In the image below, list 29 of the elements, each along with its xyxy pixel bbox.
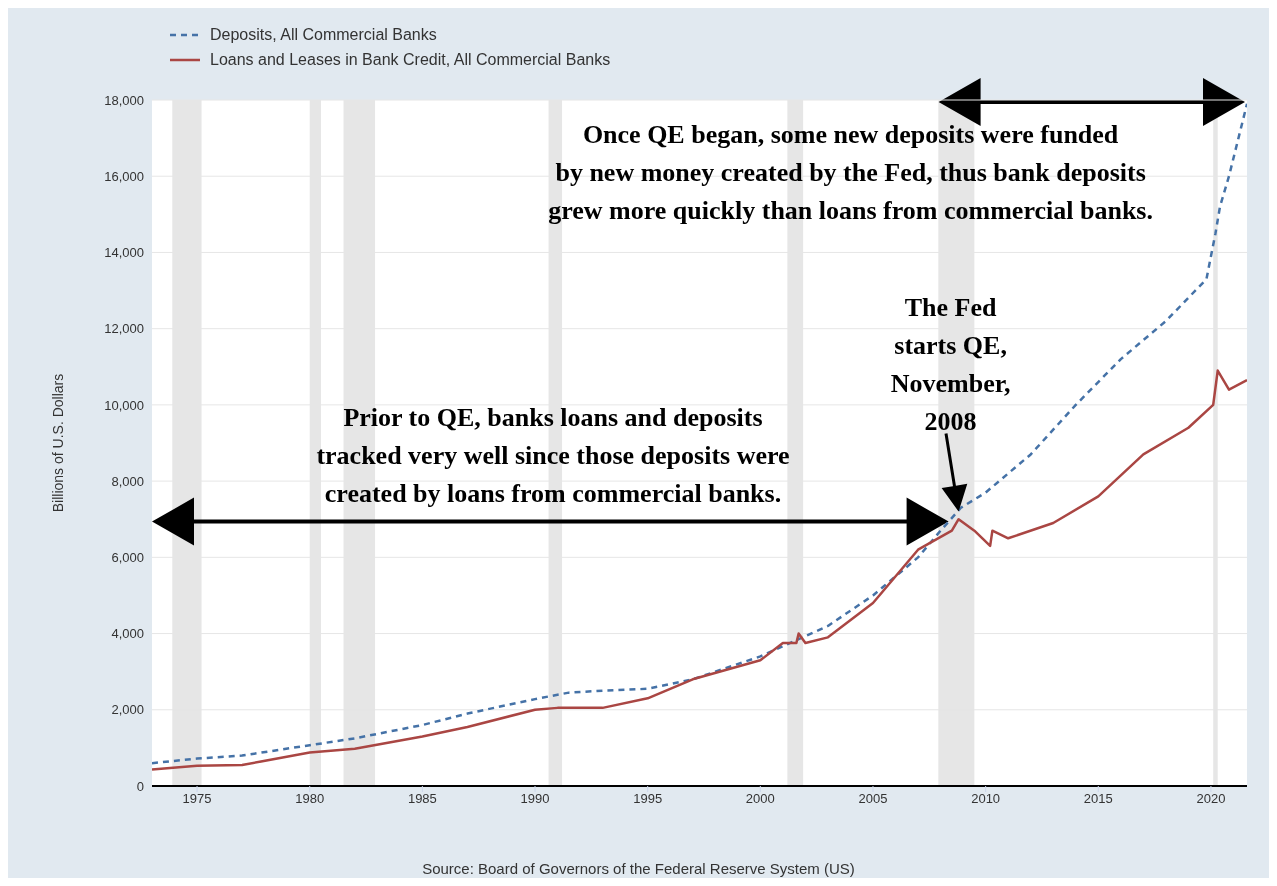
x-tick-label: 1990 bbox=[520, 791, 550, 807]
y-tick-label: 18,000 bbox=[104, 92, 144, 108]
x-tick-label: 1985 bbox=[407, 791, 437, 807]
line-series bbox=[152, 369, 1247, 771]
x-tick-label: 2020 bbox=[1196, 791, 1226, 807]
y-tick-label: 10,000 bbox=[104, 397, 144, 413]
source-note: Source: Board of Governors of the Federal Reserve System (US) bbox=[422, 860, 855, 877]
y-tick-label: 4,000 bbox=[111, 626, 144, 642]
annotation: The Fed starts QE, November, 2008 bbox=[890, 292, 1011, 436]
annotation: Once QE began, some new deposits were funded by new money created by the Fed, thus bank deposits grew more quickly than loans from commercial banks. bbox=[548, 120, 1153, 225]
y-tick-label: 16,000 bbox=[104, 168, 144, 184]
y-tick-label: 12,000 bbox=[104, 321, 144, 337]
x-tick-label: 2005 bbox=[858, 791, 888, 807]
legend-label: Loans and Leases in Bank Credit, All Commercial Banks bbox=[210, 50, 611, 69]
line-series bbox=[152, 102, 1247, 765]
y-tick-label: 14,000 bbox=[104, 245, 144, 261]
x-tick-label: 1975 bbox=[182, 791, 212, 807]
annotation: Prior to QE, banks loans and deposits tracked very well since those deposits were created by loans from commercial banks. bbox=[316, 403, 790, 508]
legend-label: Deposits, All Commercial Banks bbox=[210, 25, 437, 44]
y-tick-label: 6,000 bbox=[111, 549, 144, 565]
y-tick-label: 0 bbox=[136, 778, 144, 794]
y-tick-label: 8,000 bbox=[111, 473, 144, 489]
y-axis-title: Billions of U.S. Dollars bbox=[49, 373, 66, 513]
x-tick-label: 1980 bbox=[295, 791, 325, 807]
x-tick-label: 1995 bbox=[633, 791, 663, 807]
x-tick-label: 2010 bbox=[971, 791, 1001, 807]
x-tick-label: 2015 bbox=[1083, 791, 1113, 807]
x-tick-label: 2000 bbox=[745, 791, 775, 807]
y-tick-label: 2,000 bbox=[111, 702, 144, 718]
